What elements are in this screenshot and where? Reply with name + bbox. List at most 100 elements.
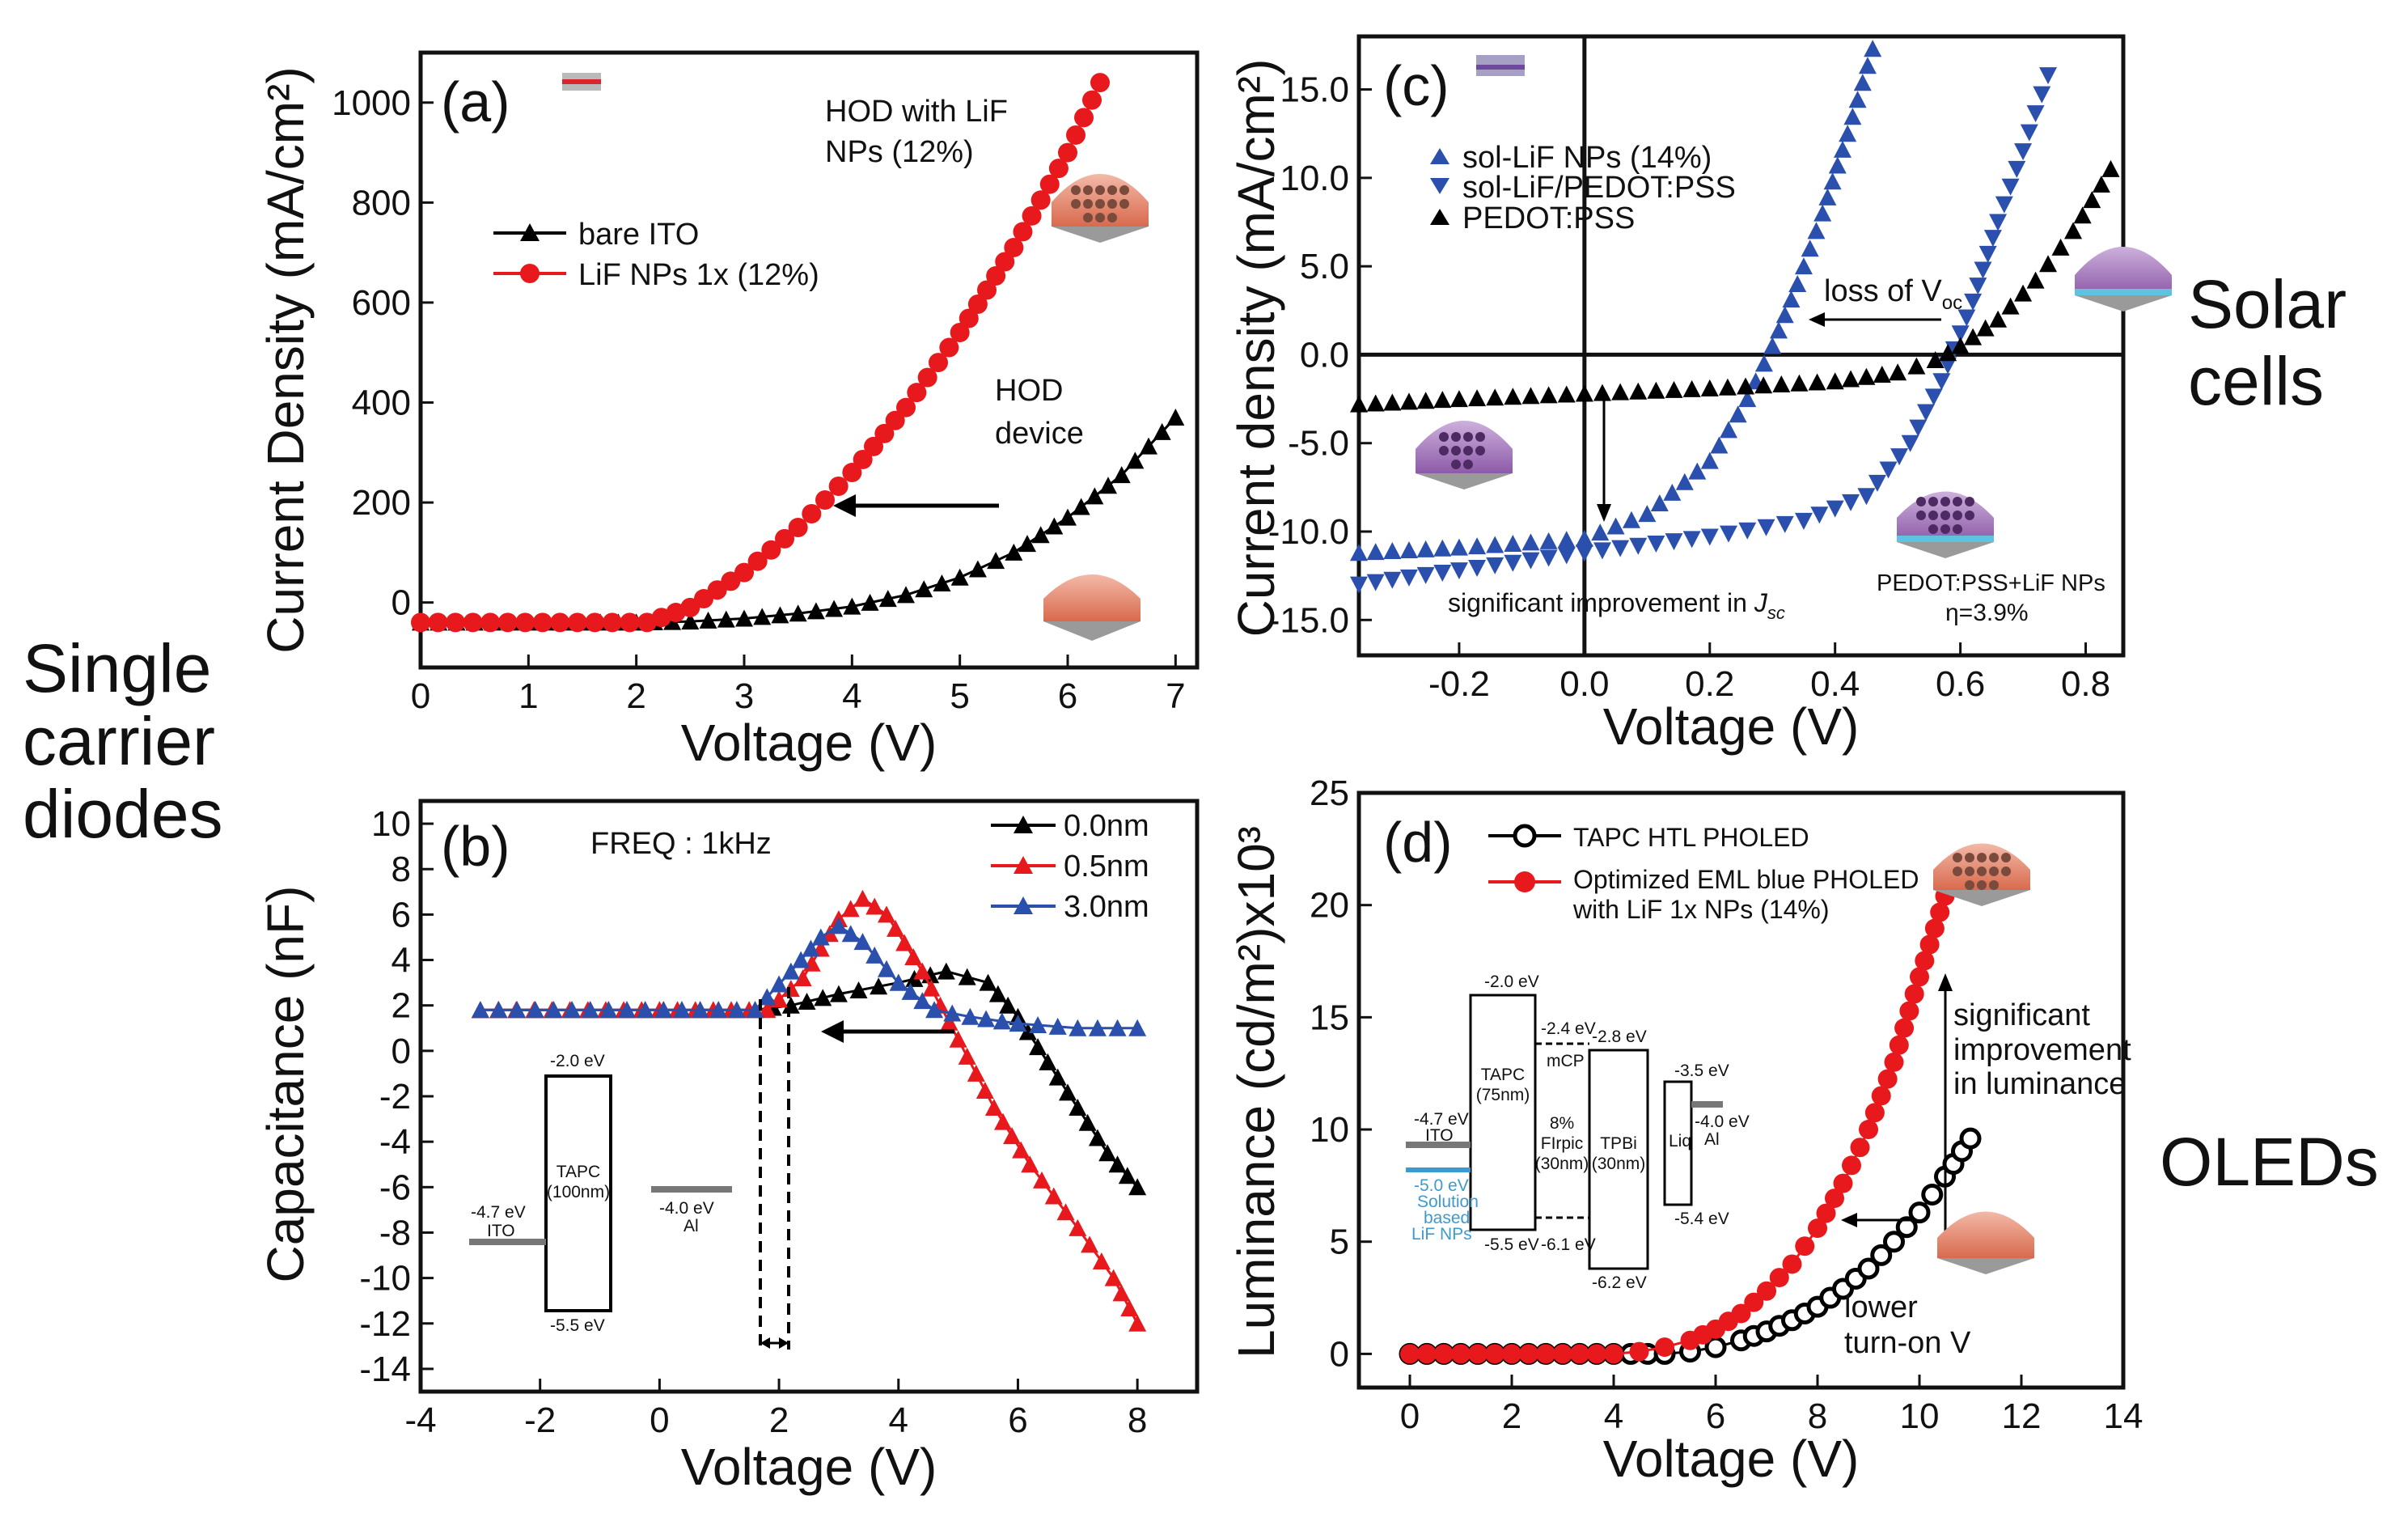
data-point-a-1: [567, 612, 587, 633]
panel-b-ytick-label: -12: [359, 1304, 411, 1344]
data-point-c-1: [1868, 474, 1886, 492]
data-point-d-1: [1782, 1254, 1802, 1274]
data-point-c-1: [2033, 86, 2051, 104]
data-point-c-0: [1539, 532, 1558, 549]
data-point-c-2: [1939, 344, 1957, 362]
data-point-c-0: [1416, 540, 1435, 557]
data-point-c-1: [1890, 448, 1909, 466]
inset-d-eml-2: FIrpic: [1541, 1134, 1584, 1153]
data-point-c-2: [1976, 319, 1995, 337]
data-point-c-2: [2014, 284, 2033, 302]
data-point-d-0: [1883, 1231, 1905, 1253]
annotation-lum-2: improvement: [1953, 1033, 2131, 1067]
data-point-a-0: [1086, 487, 1104, 505]
data-point-b-2: [913, 992, 932, 1010]
data-point-d-1: [1930, 902, 1950, 922]
panel-b-ytick-label: 2: [391, 986, 411, 1026]
data-point-a-0: [861, 593, 879, 611]
data-point-b-1: [967, 1064, 985, 1082]
data-point-b-2: [802, 939, 820, 957]
data-point-c-1: [1468, 559, 1487, 577]
data-point-a-1: [950, 323, 970, 343]
inset-b-ito-ev: -4.7 eV: [471, 1203, 526, 1222]
data-point-a-1: [1030, 190, 1051, 210]
data-point-c-2: [1754, 376, 1773, 394]
panel-b-ylabel: Capacitance (nF): [256, 886, 315, 1283]
data-point-b-2: [581, 1001, 599, 1019]
data-point-c-2: [2051, 238, 2070, 256]
data-point-d-1: [1877, 1069, 1898, 1089]
panel-b-ytick-label: 4: [391, 941, 411, 981]
data-point-a-1: [1082, 90, 1102, 110]
data-point-c-2: [1449, 390, 1468, 408]
data-point-a-0: [915, 580, 933, 598]
data-point-c-1: [1826, 500, 1844, 518]
legend-marker-sol-lif-pedot: [1430, 178, 1449, 194]
legend-label-3nm: 3.0nm: [1064, 890, 1149, 924]
data-point-b-2: [865, 946, 884, 964]
data-point-c-2: [1964, 328, 1983, 345]
data-point-c-1: [1504, 554, 1522, 572]
panel-b-xlabel: Voltage (V): [681, 1438, 937, 1496]
panel-d-xtick-label: 2: [1502, 1396, 1521, 1436]
panel-a-device-bare: [1043, 574, 1141, 641]
panel-d-ytick-label: 0: [1330, 1334, 1349, 1374]
panel-a-ytick-label: 0: [391, 583, 411, 623]
panel-b-ytick-label: -6: [379, 1167, 411, 1207]
legend-label-05nm: 0.5nm: [1064, 850, 1149, 884]
panel-c-tag: (c): [1383, 54, 1449, 117]
data-point-d-1: [1871, 1086, 1891, 1106]
panel-d-ytick-label: 25: [1310, 773, 1349, 813]
data-point-c-1: [1738, 522, 1757, 540]
inset-d-mcp-top-ev: -2.4 eV: [1541, 1019, 1596, 1038]
data-point-d-1: [1915, 951, 1935, 971]
data-point-d-1: [1553, 1344, 1572, 1364]
data-point-d-1: [1833, 1173, 1853, 1193]
data-point-c-2: [1629, 382, 1648, 400]
data-point-c-1: [1399, 569, 1418, 587]
data-point-b-2: [1029, 1016, 1047, 1034]
panel-c-device-pedot: [2075, 247, 2172, 311]
panel-d-device-lif: [1933, 843, 2030, 906]
inset-b-tapc-box: [544, 1074, 612, 1312]
data-point-a-0: [1031, 526, 1050, 544]
data-point-c-2: [1826, 372, 1844, 390]
panel-c-pedot-lif: PEDOT:PSS+LiF NPs: [1877, 570, 2105, 596]
data-point-c-0: [1449, 538, 1468, 556]
data-point-c-1: [1939, 357, 1957, 375]
data-point-c-2: [1504, 388, 1522, 405]
data-point-c-1: [1593, 542, 1611, 560]
data-point-b-1: [1033, 1171, 1051, 1189]
data-point-d-1: [1899, 1001, 1919, 1021]
data-point-b-2: [636, 1001, 654, 1019]
data-point-b-1: [895, 934, 914, 951]
panel-b-xtick-label: 0: [650, 1400, 669, 1440]
panel-b-xtick-label: -4: [404, 1400, 436, 1440]
data-point-c-2: [1366, 394, 1385, 412]
data-point-b-1: [949, 1030, 967, 1048]
legend-label-bare-ito: bare ITO: [578, 218, 699, 252]
data-point-b-1: [865, 897, 884, 915]
panel-c-xtick-label: 0.6: [1936, 664, 1985, 704]
data-point-b-1: [1128, 1314, 1147, 1332]
data-point-a-0: [950, 568, 969, 586]
legend-marker-sol-lif: [1430, 148, 1449, 164]
data-point-c-2: [1951, 337, 1970, 354]
jsc-main: significant improvement in: [1448, 588, 1754, 617]
panel-a-xtick-label: 5: [950, 676, 969, 716]
panel-a: 0 1 2 3 4 5 6 7 0 200 400 600 800 1000 (a) Voltage (V…: [256, 50, 1200, 772]
annotation-lum-1: significant: [1953, 998, 2090, 1032]
panel-a-xtick-label: 7: [1166, 676, 1185, 716]
data-point-c-0: [1763, 337, 1782, 354]
annotation-hod-lif-1: HOD with LiF: [825, 95, 1008, 129]
panel-d-ytick-label: 5: [1330, 1222, 1349, 1262]
data-point-b-1: [853, 889, 872, 907]
data-point-b-0: [979, 973, 997, 991]
panel-a-device-layer: [562, 79, 601, 84]
data-point-a-0: [968, 560, 987, 578]
data-point-c-1: [1974, 261, 1992, 279]
data-point-b-1: [904, 948, 923, 966]
data-point-b-2: [992, 1012, 1011, 1030]
series-line-b-2: [480, 924, 1138, 1030]
inset-b-al-label: Al: [683, 1217, 699, 1235]
